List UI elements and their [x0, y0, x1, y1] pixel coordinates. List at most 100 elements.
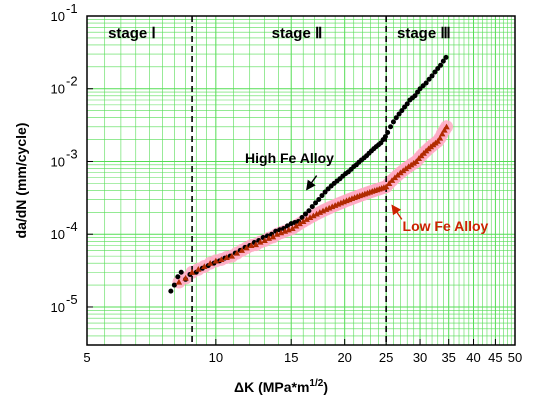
x-tick-label: 25: [379, 350, 393, 365]
annotations: High Fe Alloy Low Fe Alloy: [245, 150, 489, 234]
low-fe-point: [313, 210, 320, 217]
x-tick-label: 10: [209, 350, 223, 365]
high-fe-point: [432, 69, 438, 75]
low-fe-point: [248, 242, 255, 249]
high-fe-point: [385, 130, 391, 136]
high-fe-point: [396, 111, 402, 117]
low-fe-point: [212, 257, 220, 264]
low-fe-point: [188, 269, 196, 275]
high-fe-point: [303, 211, 309, 217]
low-fe-point: [434, 138, 441, 144]
x-tick-label: 20: [337, 350, 351, 365]
low-fe-point: [439, 130, 446, 137]
y-tick-exponent: -3: [66, 146, 78, 161]
low-fe-point: [382, 183, 390, 190]
stage-label: stage Ⅱ: [272, 25, 323, 42]
x-tick-label: 50: [508, 350, 522, 365]
high-fe-point: [322, 189, 328, 195]
x-tick-label: 30: [413, 350, 427, 365]
y-tick-label: 10: [51, 300, 65, 315]
x-tick-label: 40: [466, 350, 480, 365]
low-fe-point: [223, 254, 230, 260]
high-fe-point: [313, 200, 319, 206]
y-tick-label: 10: [51, 227, 65, 242]
high-fe-point: [388, 124, 394, 130]
high-fe-point: [168, 288, 174, 294]
y-tick-exponent: -4: [66, 219, 78, 234]
stage-boundaries: stage Ⅰ stage Ⅱ stage Ⅲ: [108, 16, 451, 345]
low-fe-point: [300, 218, 307, 224]
low-fe-point: [218, 256, 225, 263]
y-tick-label: 10: [51, 82, 65, 97]
low-fe-point: [228, 252, 236, 259]
low-fe-point: [257, 238, 264, 245]
high-fe-point: [417, 86, 423, 92]
low-fe-point: [441, 126, 448, 133]
low-fe-point: [206, 259, 214, 266]
high-fe-point: [412, 93, 418, 99]
y-tick-label: 10: [51, 9, 65, 24]
low-fe-series: [175, 123, 450, 285]
low-fe-point: [410, 159, 417, 166]
low-fe-point: [385, 180, 393, 186]
high-fe-point: [399, 108, 405, 114]
low-fe-point: [182, 274, 189, 281]
y-axis-title: da/dN (mm/cycle): [13, 123, 29, 239]
high-fe-point: [171, 282, 177, 288]
low-fe-point: [269, 233, 277, 240]
low-fe-point: [233, 249, 241, 256]
high-fe-point: [423, 80, 429, 86]
high-fe-point: [440, 58, 446, 64]
low-fe-point: [436, 134, 444, 141]
low-fe-label-arrow: [391, 204, 403, 220]
high-fe-label-arrow: [306, 175, 318, 191]
low-fe-point: [405, 163, 412, 170]
low-fe-point: [289, 225, 296, 232]
low-fe-point: [292, 222, 300, 229]
low-fe-point: [277, 229, 285, 236]
low-fe-point: [303, 216, 310, 222]
high-fe-point: [319, 193, 325, 199]
high-fe-point: [309, 204, 315, 210]
low-fe-point: [296, 220, 303, 227]
low-fe-point: [252, 241, 260, 248]
low-fe-point: [407, 161, 415, 168]
high-fe-point: [404, 101, 410, 107]
y-tick-label: 10: [51, 154, 65, 169]
low-fe-point: [201, 263, 208, 270]
high-fe-point: [390, 119, 396, 125]
x-tick-label: 5: [83, 350, 90, 365]
high-fe-point: [178, 269, 184, 275]
high-fe-point: [443, 54, 449, 60]
x-tick-label: 45: [488, 350, 502, 365]
y-tick-exponent: -5: [66, 292, 78, 307]
high-fe-point: [393, 115, 399, 121]
stage-label: stage Ⅲ: [397, 25, 451, 42]
high-fe-point: [316, 197, 322, 203]
stage-label: stage Ⅰ: [108, 25, 156, 42]
low-fe-point: [443, 123, 450, 130]
axis-titles: ΔK (MPa*m1/2) da/dN (mm/cycle): [13, 123, 328, 395]
low-fe-point: [238, 247, 246, 253]
y-tick-exponent: -1: [66, 1, 78, 16]
low-fe-point: [310, 212, 317, 219]
low-fe-point: [261, 237, 268, 244]
low-fe-point: [413, 158, 420, 165]
x-tick-label: 35: [441, 350, 455, 365]
high-fe-point: [438, 62, 444, 68]
plot-frame: [86, 15, 516, 346]
low-fe-point: [195, 266, 202, 272]
high-fe-point: [426, 76, 432, 82]
high-fe-point: [429, 73, 435, 79]
low-fe-point: [319, 207, 327, 214]
x-axis-title: ΔK (MPa*m1/2): [234, 378, 328, 395]
low-fe-point: [273, 231, 281, 237]
y-tick-exponent: -2: [66, 74, 78, 89]
low-fe-point: [243, 244, 250, 251]
low-fe-label: Low Fe Alloy: [403, 218, 489, 234]
low-fe-point: [175, 278, 183, 285]
low-fe-point: [306, 214, 314, 221]
high-fe-point: [306, 208, 312, 214]
